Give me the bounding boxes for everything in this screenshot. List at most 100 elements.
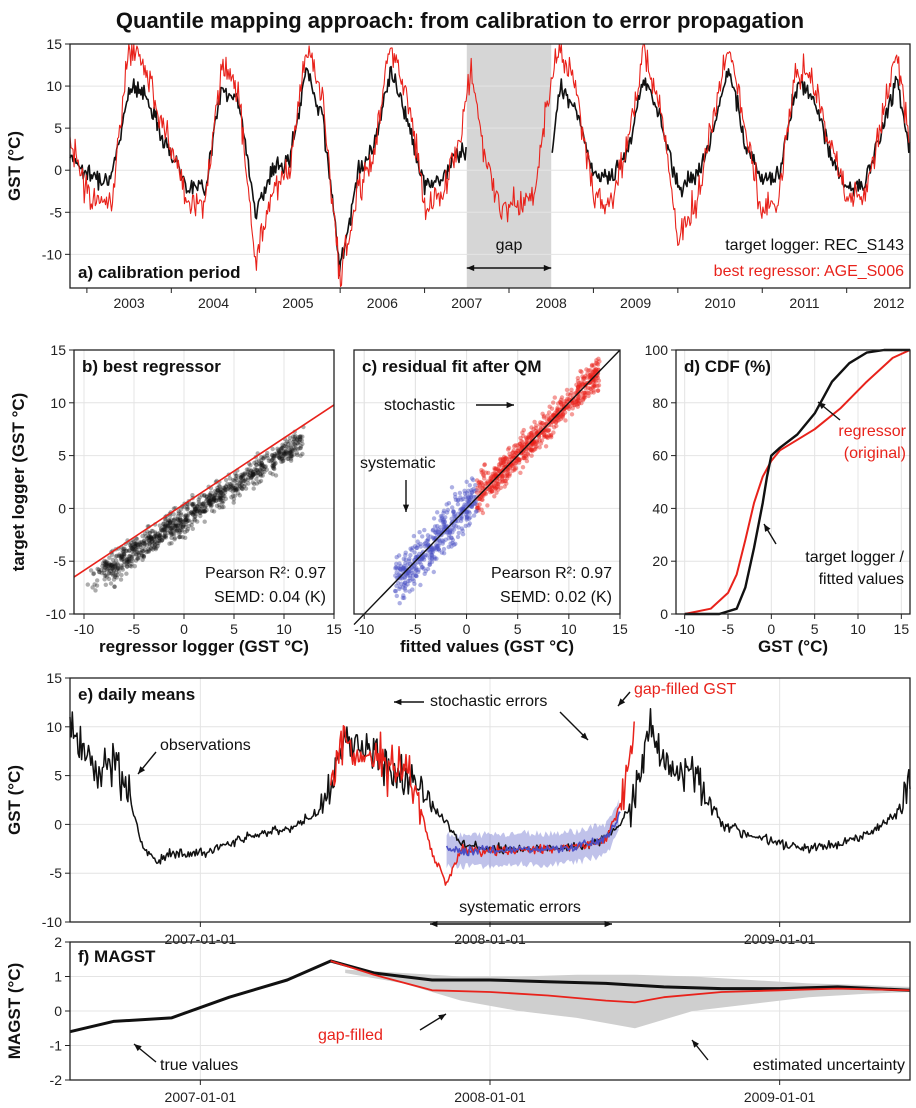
scatter-point: [559, 404, 564, 409]
scatter-point: [507, 465, 513, 471]
scatter-point: [193, 514, 198, 519]
scatter-point: [208, 501, 214, 506]
scatter-point: [228, 485, 233, 490]
scatter-point: [449, 535, 454, 541]
scatter-point: [233, 473, 239, 479]
scatter-point: [202, 493, 207, 498]
scatter-point: [507, 471, 512, 477]
y-tick-label: 0: [54, 816, 62, 832]
scatter-point: [195, 504, 200, 509]
scatter-point: [408, 568, 414, 574]
scatter-point: [494, 485, 499, 490]
scatter-point: [126, 557, 131, 562]
scatter-point: [116, 553, 122, 559]
scatter-point: [121, 546, 126, 551]
panel-b-xlabel: regressor logger (GST °C): [99, 637, 309, 656]
scatter-point: [251, 486, 256, 491]
scatter-point: [468, 493, 473, 498]
scatter-point: [538, 441, 544, 446]
scatter-point: [574, 402, 580, 407]
scatter-point: [539, 438, 545, 443]
scatter-point: [102, 562, 108, 568]
scatter-point: [575, 388, 580, 393]
scatter-point: [500, 456, 505, 462]
scatter-point: [198, 503, 204, 508]
scatter-point: [439, 516, 445, 521]
gap-arrow-left-head: [466, 264, 475, 272]
stat-semd: SEMD: 0.04 (K): [214, 589, 326, 606]
scatter-point: [175, 527, 180, 533]
scatter-point: [154, 533, 159, 538]
scatter-point: [300, 441, 305, 447]
scatter-point: [179, 518, 184, 523]
scatter-point: [134, 542, 140, 547]
scatter-point: [289, 449, 294, 455]
scatter-point: [217, 489, 222, 494]
scatter-point: [502, 459, 507, 465]
scatter-point: [174, 528, 179, 533]
stat-pearson: Pearson R²: 0.97: [491, 565, 612, 582]
scatter-point: [289, 452, 294, 457]
panel-c-frame: [353, 349, 621, 615]
scatter-point: [578, 384, 583, 390]
scatter-point: [422, 554, 427, 559]
scatter-point: [441, 510, 446, 516]
scatter-point: [239, 474, 245, 479]
scatter-point: [499, 479, 505, 485]
scatter-point: [172, 516, 177, 521]
scatter-point: [278, 446, 284, 451]
scatter-point: [555, 405, 560, 411]
scatter-point: [203, 503, 209, 508]
annotation-systematic-errors: systematic errors: [459, 899, 581, 916]
scatter-point: [453, 497, 459, 502]
scatter-point: [429, 549, 434, 555]
scatter-point: [492, 467, 497, 472]
scatter-point: [440, 514, 445, 519]
scatter-point: [537, 434, 542, 440]
scatter-point: [142, 542, 147, 547]
scatter-point: [520, 430, 525, 435]
scatter-point: [515, 443, 520, 448]
scatter-point: [503, 464, 509, 469]
scatter-point: [236, 491, 241, 496]
scatter-point: [183, 513, 188, 518]
scatter-point: [534, 439, 539, 445]
scatter-point: [516, 457, 522, 463]
scatter-point: [132, 544, 137, 549]
scatter-point: [207, 501, 212, 506]
scatter-point: [157, 530, 163, 535]
scatter-point: [246, 467, 251, 472]
scatter-point: [503, 473, 508, 479]
scatter-point: [171, 523, 176, 528]
scatter-point: [291, 437, 296, 442]
scatter-point: [103, 582, 109, 587]
scatter-point: [256, 458, 262, 463]
x-tick-label: 2003: [114, 295, 145, 311]
scatter-point: [591, 370, 596, 375]
scatter-point: [176, 511, 181, 516]
scatter-point: [277, 455, 282, 461]
y-tick-label: -10: [46, 606, 66, 622]
scatter-point: [281, 456, 287, 461]
scatter-point: [284, 445, 289, 450]
scatter-point: [525, 452, 531, 457]
scatter-point: [167, 520, 173, 525]
scatter-point: [482, 476, 487, 481]
scatter-point: [496, 464, 502, 470]
scatter-point: [166, 524, 171, 529]
scatter-point: [211, 509, 217, 514]
scatter-point: [261, 466, 266, 471]
scatter-point: [113, 573, 118, 578]
y-tick-label: 40: [652, 500, 668, 516]
scatter-point: [168, 520, 173, 525]
scatter-point: [441, 517, 446, 522]
scatter-point: [427, 560, 433, 565]
scatter-point: [167, 519, 172, 524]
scatter-point: [469, 490, 474, 495]
scatter-point: [579, 369, 584, 375]
scatter-point: [418, 541, 423, 547]
scatter-point: [492, 485, 497, 490]
scatter-point: [137, 541, 142, 546]
scatter-point: [560, 415, 565, 420]
scatter-point: [411, 533, 417, 539]
